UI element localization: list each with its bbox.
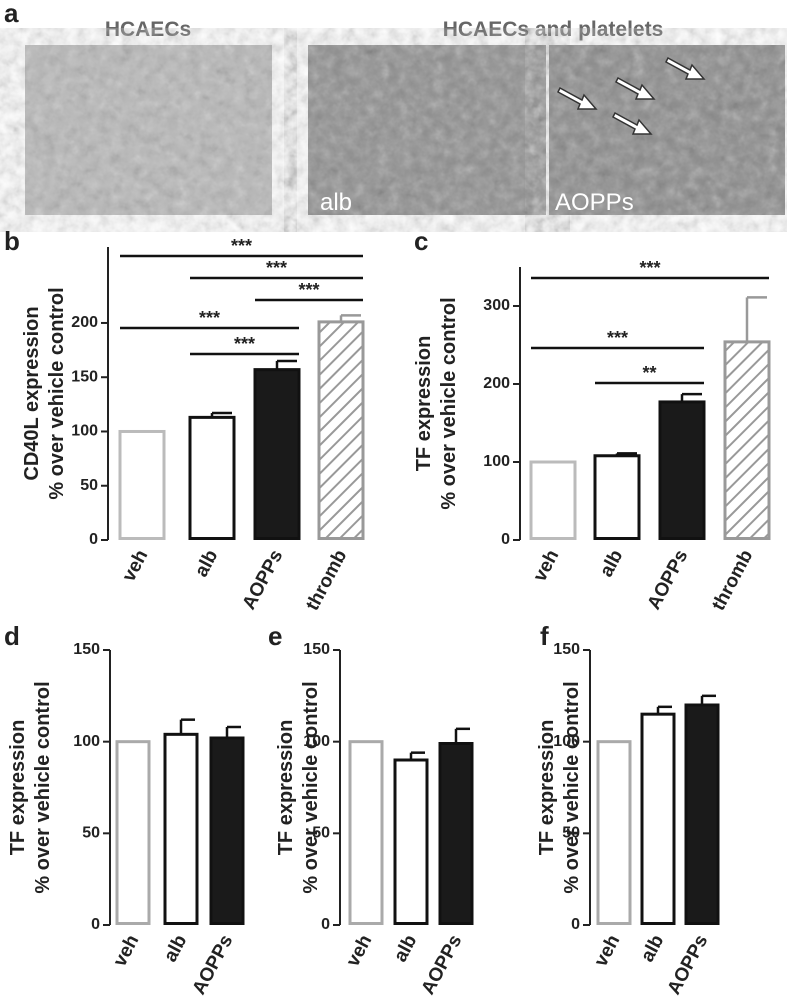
bar bbox=[115, 740, 151, 926]
x-tick-label: alb bbox=[637, 931, 668, 965]
bar bbox=[348, 740, 384, 926]
y-axis-label: % over vehicle control bbox=[438, 297, 460, 509]
bar bbox=[209, 736, 245, 925]
bar bbox=[640, 712, 676, 926]
y-tick-label: 0 bbox=[91, 916, 100, 933]
y-tick-label: 150 bbox=[73, 641, 100, 658]
bar bbox=[118, 429, 166, 540]
y-tick-label: 50 bbox=[562, 825, 580, 842]
bar bbox=[163, 732, 199, 925]
significance-label: *** bbox=[234, 334, 255, 354]
y-tick-label: 0 bbox=[321, 916, 330, 933]
y-axis-label: TF expression bbox=[275, 720, 297, 856]
significance-label: *** bbox=[266, 258, 287, 278]
panel-label: c bbox=[414, 226, 428, 256]
bar bbox=[723, 340, 771, 540]
y-axis-label: % over vehicle control bbox=[46, 287, 68, 499]
x-tick-label: thromb bbox=[302, 546, 351, 614]
significance-label: *** bbox=[199, 308, 220, 328]
significance-label: *** bbox=[231, 236, 252, 256]
significance-label: *** bbox=[639, 258, 660, 278]
panel-label: b bbox=[4, 226, 20, 256]
x-tick-label: veh bbox=[529, 546, 563, 585]
bar bbox=[658, 400, 706, 540]
significance-label: *** bbox=[298, 280, 319, 300]
y-tick-label: 100 bbox=[303, 733, 330, 750]
x-tick-label: veh bbox=[342, 931, 376, 970]
bar bbox=[253, 368, 301, 540]
y-tick-label: 200 bbox=[71, 314, 98, 331]
x-tick-label: veh bbox=[118, 546, 152, 585]
image-label: AOPPs bbox=[555, 189, 634, 216]
y-tick-label: 100 bbox=[483, 453, 510, 470]
y-tick-label: 100 bbox=[553, 733, 580, 750]
y-tick-label: 150 bbox=[303, 641, 330, 658]
y-tick-label: 100 bbox=[73, 733, 100, 750]
x-tick-label: alb bbox=[596, 546, 627, 580]
image-label: alb bbox=[320, 189, 352, 216]
bar bbox=[596, 740, 632, 926]
y-tick-label: 50 bbox=[82, 825, 100, 842]
y-tick-label: 150 bbox=[553, 641, 580, 658]
y-axis-label: TF expression bbox=[536, 720, 558, 856]
x-tick-label: AOPPs bbox=[644, 546, 693, 613]
x-tick-label: thromb bbox=[708, 546, 757, 614]
x-tick-label: AOPPs bbox=[664, 931, 713, 998]
bar bbox=[317, 320, 365, 540]
y-tick-label: 0 bbox=[571, 916, 580, 933]
significance-label: ** bbox=[642, 363, 656, 383]
y-tick-label: 0 bbox=[501, 531, 510, 548]
x-tick-label: veh bbox=[109, 931, 143, 970]
bar bbox=[684, 703, 720, 925]
significance-label: *** bbox=[607, 328, 628, 348]
y-axis-label: TF expression bbox=[413, 336, 435, 472]
y-axis-label: % over vehicle control bbox=[300, 681, 322, 893]
bar bbox=[529, 460, 577, 540]
x-tick-label: veh bbox=[590, 931, 624, 970]
y-axis-label: TF expression bbox=[7, 720, 29, 856]
bar bbox=[188, 415, 236, 541]
y-axis-label: CD40L expression bbox=[21, 306, 43, 480]
image-title: HCAECs bbox=[105, 18, 191, 41]
panel-label: a bbox=[4, 0, 19, 28]
x-tick-label: AOPPs bbox=[418, 931, 467, 998]
bar bbox=[593, 454, 641, 541]
bar bbox=[393, 758, 429, 925]
bar bbox=[438, 742, 474, 925]
panel-label: d bbox=[4, 621, 20, 651]
y-tick-label: 0 bbox=[89, 531, 98, 548]
y-tick-label: 300 bbox=[483, 297, 510, 314]
micrographs bbox=[25, 45, 785, 215]
image-title: HCAECs and platelets bbox=[443, 18, 664, 41]
x-tick-label: alb bbox=[191, 546, 222, 580]
x-tick-label: alb bbox=[160, 931, 191, 965]
y-axis-label: % over vehicle control bbox=[561, 681, 583, 893]
y-tick-label: 150 bbox=[71, 368, 98, 385]
y-tick-label: 50 bbox=[80, 477, 98, 494]
y-tick-label: 100 bbox=[71, 423, 98, 440]
panel-label: f bbox=[540, 621, 549, 651]
x-tick-label: AOPPs bbox=[239, 546, 288, 613]
x-tick-label: AOPPs bbox=[189, 931, 238, 998]
panel-label: e bbox=[268, 621, 282, 651]
x-tick-label: alb bbox=[390, 931, 421, 965]
y-tick-label: 200 bbox=[483, 375, 510, 392]
y-axis-label: % over vehicle control bbox=[32, 681, 54, 893]
y-tick-label: 50 bbox=[312, 825, 330, 842]
